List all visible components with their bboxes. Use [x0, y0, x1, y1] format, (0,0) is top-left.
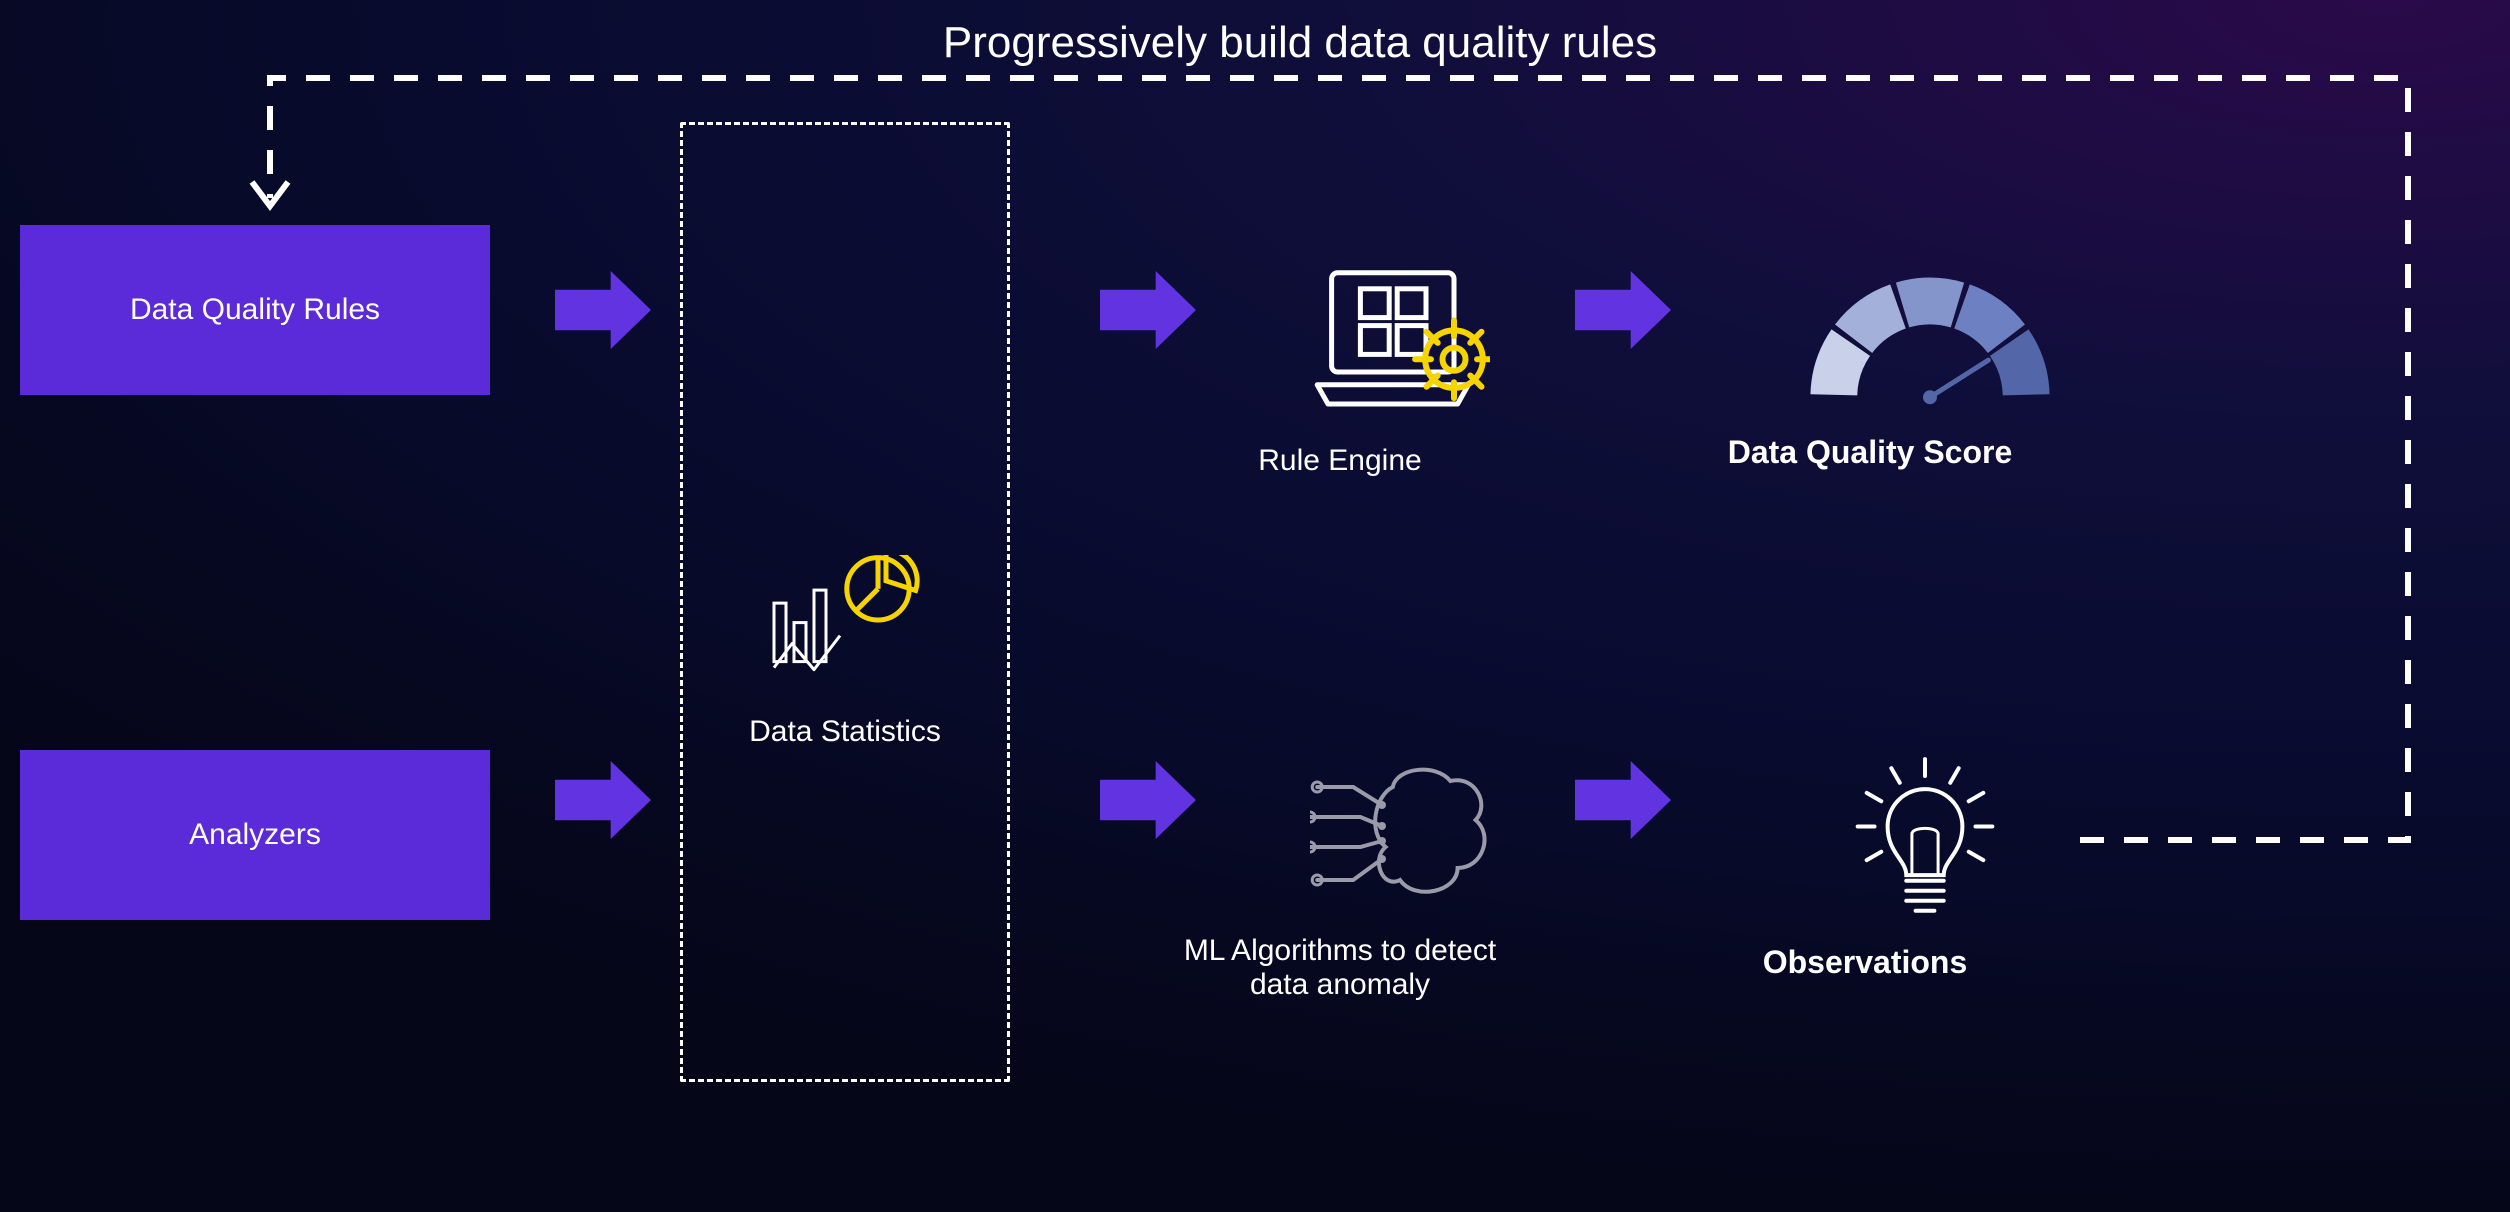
gauge-icon: [1800, 250, 2060, 410]
data_stats-icon-wrap: [770, 555, 920, 685]
feedback-loop-path: [0, 0, 2510, 1212]
diagram-title: Progressively build data quality rules: [780, 18, 1820, 68]
dq_rules-label: Data Quality Rules: [130, 293, 380, 327]
data_stats-box: Data Statistics: [680, 122, 1010, 1082]
flow-arrow: [1100, 271, 1196, 349]
analyzers-box: Analyzers: [20, 750, 490, 920]
ml_detect-node: ML Algorithms to detect data anomaly: [1250, 760, 1550, 1002]
flow-arrow: [1575, 271, 1671, 349]
stats-chart-icon: [770, 555, 920, 685]
rule_engine-icon-wrap: [1310, 260, 1490, 420]
dq_score-label: Data Quality Score: [1660, 434, 2080, 471]
laptop-gear-icon: [1310, 260, 1490, 420]
flow-arrow: [555, 761, 651, 839]
dq_score-node: Data Quality Score: [1740, 250, 2120, 471]
ml_detect-icon-wrap: [1310, 760, 1490, 910]
dq_score-icon-wrap: [1800, 250, 2060, 410]
rule_engine-node: Rule Engine: [1250, 260, 1550, 478]
flow-arrow: [1575, 761, 1671, 839]
observations-icon-wrap: [1840, 750, 2010, 920]
observations-node: Observations: [1780, 750, 2070, 981]
flow-arrow: [1100, 761, 1196, 839]
dq_rules-box: Data Quality Rules: [20, 225, 490, 395]
lightbulb-icon: [1840, 750, 2010, 920]
ml_detect-label: ML Algorithms to detect data anomaly: [1170, 934, 1510, 1002]
rule_engine-label: Rule Engine: [1170, 444, 1510, 478]
observations-label: Observations: [1700, 944, 2030, 981]
analyzers-label: Analyzers: [189, 818, 321, 852]
data_stats-label: Data Statistics: [683, 715, 1007, 749]
flow-arrow: [555, 271, 651, 349]
ai-brain-icon: [1310, 760, 1490, 910]
